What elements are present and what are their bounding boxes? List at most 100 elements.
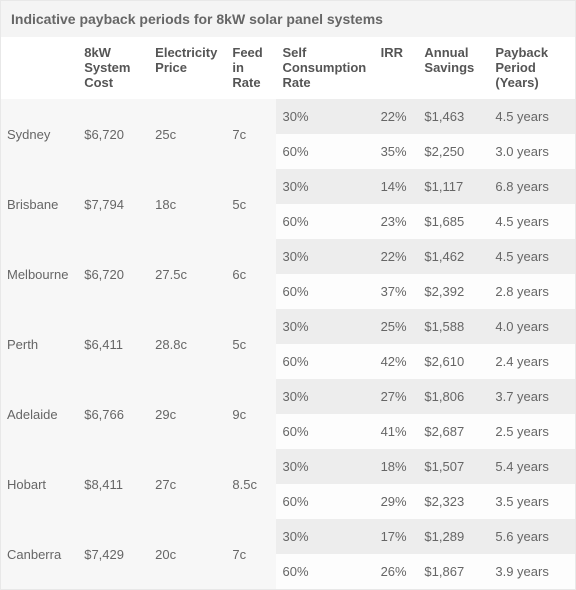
cell-price: 27c — [149, 449, 226, 519]
cell-city: Canberra — [1, 519, 78, 589]
cell-feed: 9c — [226, 379, 276, 449]
table-row: Brisbane$7,79418c5c30%14%$1,1176.8 years — [1, 169, 575, 204]
cell-self: 60% — [276, 134, 374, 169]
table-header-row: 8kW System Cost Electricity Price Feed i… — [1, 37, 575, 99]
cell-savings: $1,507 — [418, 449, 489, 484]
cell-savings: $1,588 — [418, 309, 489, 344]
cell-cost: $6,766 — [78, 379, 149, 449]
cell-savings: $2,610 — [418, 344, 489, 379]
cell-feed: 5c — [226, 169, 276, 239]
cell-payback: 2.8 years — [489, 274, 575, 309]
cell-payback: 3.0 years — [489, 134, 575, 169]
cell-payback: 4.5 years — [489, 204, 575, 239]
table-row: Perth$6,41128.8c5c30%25%$1,5884.0 years — [1, 309, 575, 344]
cell-feed: 6c — [226, 239, 276, 309]
cell-savings: $2,250 — [418, 134, 489, 169]
cell-price: 28.8c — [149, 309, 226, 379]
cell-payback: 5.6 years — [489, 519, 575, 554]
cell-city: Adelaide — [1, 379, 78, 449]
cell-city: Perth — [1, 309, 78, 379]
table-row: Melbourne$6,72027.5c6c30%22%$1,4624.5 ye… — [1, 239, 575, 274]
cell-irr: 18% — [375, 449, 419, 484]
cell-price: 29c — [149, 379, 226, 449]
cell-irr: 22% — [375, 239, 419, 274]
cell-irr: 17% — [375, 519, 419, 554]
cell-savings: $1,463 — [418, 99, 489, 135]
cell-savings: $1,117 — [418, 169, 489, 204]
cell-feed: 8.5c — [226, 449, 276, 519]
cell-savings: $1,289 — [418, 519, 489, 554]
cell-irr: 37% — [375, 274, 419, 309]
cell-feed: 5c — [226, 309, 276, 379]
cell-irr: 25% — [375, 309, 419, 344]
cell-irr: 23% — [375, 204, 419, 239]
cell-cost: $6,720 — [78, 99, 149, 170]
cell-payback: 5.4 years — [489, 449, 575, 484]
col-payback: Payback Period (Years) — [489, 37, 575, 99]
cell-savings: $2,323 — [418, 484, 489, 519]
cell-irr: 42% — [375, 344, 419, 379]
cell-savings: $1,462 — [418, 239, 489, 274]
cell-payback: 3.5 years — [489, 484, 575, 519]
cell-savings: $1,867 — [418, 554, 489, 589]
cell-payback: 2.5 years — [489, 414, 575, 449]
cell-irr: 27% — [375, 379, 419, 414]
cell-self: 30% — [276, 309, 374, 344]
cell-city: Hobart — [1, 449, 78, 519]
cell-self: 60% — [276, 204, 374, 239]
cell-self: 30% — [276, 379, 374, 414]
cell-irr: 14% — [375, 169, 419, 204]
cell-savings: $2,687 — [418, 414, 489, 449]
cell-savings: $2,392 — [418, 274, 489, 309]
payback-table: 8kW System Cost Electricity Price Feed i… — [1, 37, 575, 589]
cell-cost: $8,411 — [78, 449, 149, 519]
cell-cost: $7,429 — [78, 519, 149, 589]
cell-cost: $6,411 — [78, 309, 149, 379]
cell-self: 30% — [276, 239, 374, 274]
table-title: Indicative payback periods for 8kW solar… — [1, 1, 575, 37]
cell-price: 25c — [149, 99, 226, 170]
cell-payback: 3.7 years — [489, 379, 575, 414]
cell-feed: 7c — [226, 99, 276, 170]
cell-savings: $1,806 — [418, 379, 489, 414]
cell-self: 60% — [276, 274, 374, 309]
cell-payback: 3.9 years — [489, 554, 575, 589]
cell-self: 60% — [276, 344, 374, 379]
cell-irr: 22% — [375, 99, 419, 135]
cell-self: 60% — [276, 414, 374, 449]
col-irr: IRR — [375, 37, 419, 99]
cell-self: 30% — [276, 449, 374, 484]
cell-payback: 4.0 years — [489, 309, 575, 344]
cell-cost: $7,794 — [78, 169, 149, 239]
cell-city: Melbourne — [1, 239, 78, 309]
cell-price: 27.5c — [149, 239, 226, 309]
col-self: Self Consumption Rate — [276, 37, 374, 99]
cell-payback: 2.4 years — [489, 344, 575, 379]
cell-irr: 29% — [375, 484, 419, 519]
cell-cost: $6,720 — [78, 239, 149, 309]
col-price: Electricity Price — [149, 37, 226, 99]
cell-irr: 26% — [375, 554, 419, 589]
cell-price: 20c — [149, 519, 226, 589]
col-feed: Feed in Rate — [226, 37, 276, 99]
cell-savings: $1,685 — [418, 204, 489, 239]
table-row: Canberra$7,42920c7c30%17%$1,2895.6 years — [1, 519, 575, 554]
cell-self: 30% — [276, 519, 374, 554]
cell-city: Brisbane — [1, 169, 78, 239]
cell-self: 30% — [276, 169, 374, 204]
cell-payback: 4.5 years — [489, 99, 575, 135]
cell-self: 60% — [276, 554, 374, 589]
cell-price: 18c — [149, 169, 226, 239]
table-row: Adelaide$6,76629c9c30%27%$1,8063.7 years — [1, 379, 575, 414]
cell-payback: 6.8 years — [489, 169, 575, 204]
col-cost: 8kW System Cost — [78, 37, 149, 99]
cell-feed: 7c — [226, 519, 276, 589]
cell-self: 60% — [276, 484, 374, 519]
table-row: Sydney$6,72025c7c30%22%$1,4634.5 years — [1, 99, 575, 135]
cell-city: Sydney — [1, 99, 78, 170]
col-savings: Annual Savings — [418, 37, 489, 99]
cell-payback: 4.5 years — [489, 239, 575, 274]
cell-self: 30% — [276, 99, 374, 135]
cell-irr: 41% — [375, 414, 419, 449]
col-city — [1, 37, 78, 99]
